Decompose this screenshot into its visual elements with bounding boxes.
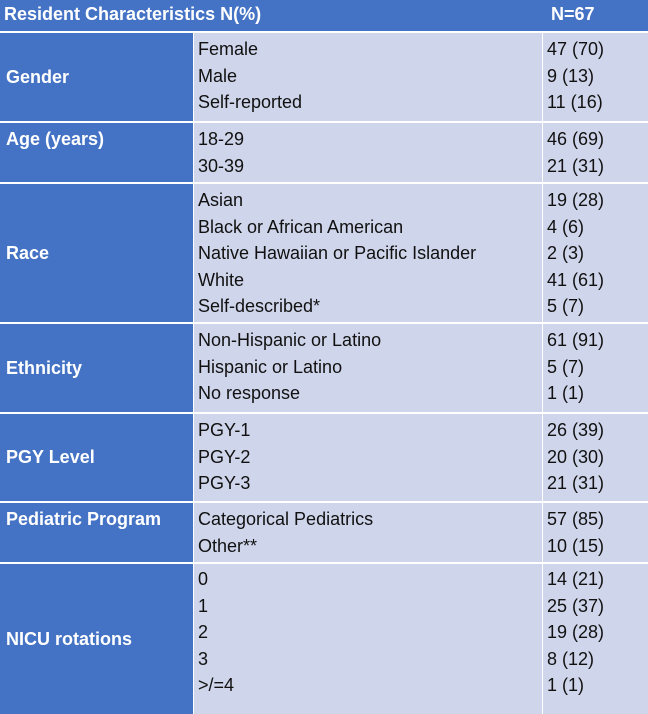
row-label: Self-reported bbox=[198, 92, 303, 112]
row-value: 10 (15) bbox=[547, 535, 605, 556]
row-value: 5 (7) bbox=[547, 356, 585, 377]
row-label: PGY-2 bbox=[198, 446, 251, 467]
category-label: Pediatric Program bbox=[0, 503, 193, 562]
row-label: 30-39 bbox=[198, 155, 245, 176]
group-nicu-rotations: NICU rotations 0 1 2 3 >/=4 14 (21) 25 (… bbox=[0, 564, 648, 714]
row-value: 4 (6) bbox=[547, 216, 585, 237]
row-label: 1 bbox=[198, 595, 209, 616]
row-label: Native Hawaiian or Pacific Islander bbox=[198, 243, 477, 263]
row-label: Hispanic or Latino bbox=[198, 356, 343, 377]
group-race: Race Asian Black or African American Nat… bbox=[0, 184, 648, 322]
row-label: 0 bbox=[198, 569, 209, 589]
group-ethnicity: Ethnicity Non-Hispanic or Latino Hispani… bbox=[0, 324, 648, 412]
subcategory-cell: Asian Black or African American Native H… bbox=[194, 184, 542, 322]
value-cell: 19 (28) 4 (6) 2 (3) 41 (61) 5 (7) bbox=[543, 184, 648, 322]
category-label: Age (years) bbox=[0, 123, 193, 182]
row-value: 46 (69) bbox=[547, 129, 605, 149]
row-label: No response bbox=[198, 383, 301, 403]
row-label: Female bbox=[198, 39, 259, 59]
subcategory-cell: PGY-1 PGY-2 PGY-3 bbox=[194, 414, 542, 501]
row-value: 1 (1) bbox=[547, 383, 585, 403]
group-pgy-level: PGY Level PGY-1 PGY-2 PGY-3 26 (39) 20 (… bbox=[0, 414, 648, 501]
value-cell: 14 (21) 25 (37) 19 (28) 8 (12) 1 (1) bbox=[543, 564, 648, 714]
row-label: 3 bbox=[198, 648, 209, 669]
row-value: 20 (30) bbox=[547, 446, 605, 467]
row-value: 5 (7) bbox=[547, 296, 585, 316]
subcategory-cell: Categorical Pediatrics Other** bbox=[194, 503, 542, 562]
row-label: 18-29 bbox=[198, 129, 245, 149]
row-label: Black or African American bbox=[198, 216, 404, 237]
row-value: 61 (91) bbox=[547, 330, 605, 350]
value-cell: 26 (39) 20 (30) 21 (31) bbox=[543, 414, 648, 501]
row-value: 41 (61) bbox=[547, 269, 605, 290]
header-title: Resident Characteristics N(%) bbox=[4, 4, 262, 24]
row-value: 9 (13) bbox=[547, 65, 595, 86]
row-label: Non-Hispanic or Latino bbox=[198, 330, 382, 350]
row-value: 21 (31) bbox=[547, 473, 605, 493]
subcategory-cell: 18-29 30-39 bbox=[194, 123, 542, 182]
row-label: Male bbox=[198, 65, 238, 86]
value-cell: 46 (69) 21 (31) bbox=[543, 123, 648, 182]
subcategory-cell: Female Male Self-reported bbox=[194, 33, 542, 121]
row-value: 11 (16) bbox=[547, 92, 603, 112]
subcategory-cell: Non-Hispanic or Latino Hispanic or Latin… bbox=[194, 324, 542, 412]
row-label: PGY-3 bbox=[198, 473, 251, 493]
row-value: 14 (21) bbox=[547, 569, 605, 589]
row-label: PGY-1 bbox=[198, 420, 251, 440]
row-value: 8 (12) bbox=[547, 648, 595, 669]
row-label: >/=4 bbox=[198, 675, 235, 695]
group-pediatric-program: Pediatric Program Categorical Pediatrics… bbox=[0, 503, 648, 562]
row-value: 47 (70) bbox=[547, 39, 605, 59]
header-total: N=67 bbox=[551, 4, 595, 24]
row-label: 2 bbox=[198, 622, 209, 642]
row-value: 25 (37) bbox=[547, 595, 605, 616]
row-label: White bbox=[198, 269, 245, 290]
row-value: 2 (3) bbox=[547, 243, 585, 263]
row-label: Self-described* bbox=[198, 296, 321, 316]
row-value: 26 (39) bbox=[547, 420, 605, 440]
row-label: Categorical Pediatrics bbox=[198, 509, 374, 529]
value-cell: 61 (91) 5 (7) 1 (1) bbox=[543, 324, 648, 412]
row-value: 57 (85) bbox=[547, 509, 605, 529]
category-label: PGY Level bbox=[0, 414, 193, 501]
row-value: 19 (28) bbox=[547, 190, 605, 210]
table-header: Resident Characteristics N(%) N=67 bbox=[0, 0, 648, 31]
row-value: 1 (1) bbox=[547, 675, 585, 695]
category-label: Gender bbox=[0, 33, 193, 121]
category-label: Race bbox=[0, 184, 193, 322]
row-label: Asian bbox=[198, 190, 244, 210]
value-cell: 47 (70) 9 (13) 11 (16) bbox=[543, 33, 648, 121]
row-value: 21 (31) bbox=[547, 155, 605, 176]
value-cell: 57 (85) 10 (15) bbox=[543, 503, 648, 562]
category-label: Ethnicity bbox=[0, 324, 193, 412]
row-label: Other** bbox=[198, 535, 258, 556]
category-label: NICU rotations bbox=[0, 564, 193, 714]
group-age: Age (years) 18-29 30-39 46 (69) 21 (31) bbox=[0, 123, 648, 182]
group-gender: Gender Female Male Self-reported 47 (70)… bbox=[0, 33, 648, 121]
subcategory-cell: 0 1 2 3 >/=4 bbox=[194, 564, 542, 714]
row-value: 19 (28) bbox=[547, 622, 605, 642]
